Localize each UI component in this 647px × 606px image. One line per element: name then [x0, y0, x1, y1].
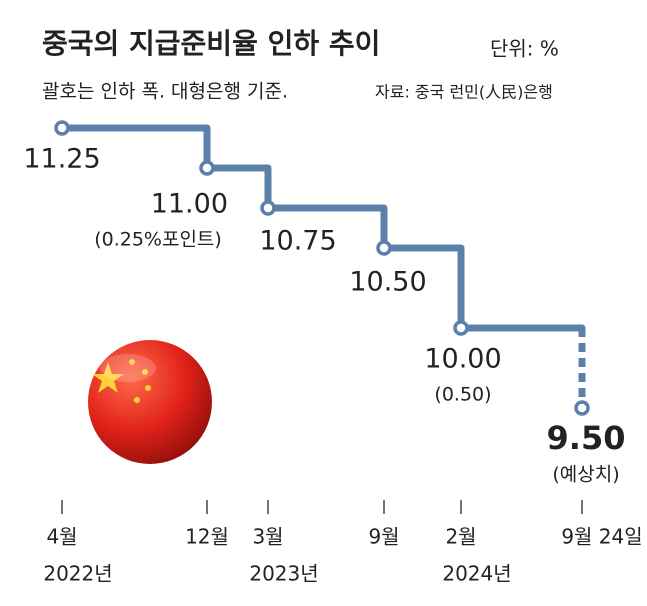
- flag-ball: [88, 340, 212, 464]
- x-tick-label: 9월 24일: [561, 525, 642, 549]
- point: [54, 120, 70, 136]
- value-label: 11.25: [23, 144, 100, 175]
- source: 자료: 중국 런민(人民)은행: [375, 83, 553, 102]
- point: [453, 320, 469, 336]
- value-label: 9.50: [547, 419, 626, 457]
- annotation: (0.25%포인트): [94, 229, 222, 251]
- x-tick-label: 12월: [185, 525, 229, 549]
- subtitle: 괄호는 인하 폭. 대형은행 기준.: [42, 81, 288, 103]
- value-label: 10.00: [424, 344, 501, 375]
- value-label: 11.00: [151, 189, 228, 220]
- chart-title: 중국의 지급준비율 인하 추이: [42, 27, 380, 60]
- annotation: (0.50): [434, 384, 491, 406]
- point: [260, 200, 276, 216]
- x-tick-label: 3월: [252, 525, 283, 549]
- value-label: 10.75: [259, 226, 336, 257]
- year-label: 2023년: [249, 562, 318, 586]
- value-label: 10.50: [349, 267, 426, 298]
- annotation: (예상치): [552, 464, 619, 486]
- point: [376, 240, 392, 256]
- x-tick-label: 9월: [368, 525, 399, 549]
- year-label: 2022년: [43, 562, 112, 586]
- year-label: 2024년: [442, 562, 511, 586]
- x-tick-label: 4월: [46, 525, 77, 549]
- x-tick-label: 2월: [445, 525, 476, 549]
- point: [199, 160, 215, 176]
- unit: 단위: %: [490, 37, 559, 61]
- point: [574, 400, 590, 416]
